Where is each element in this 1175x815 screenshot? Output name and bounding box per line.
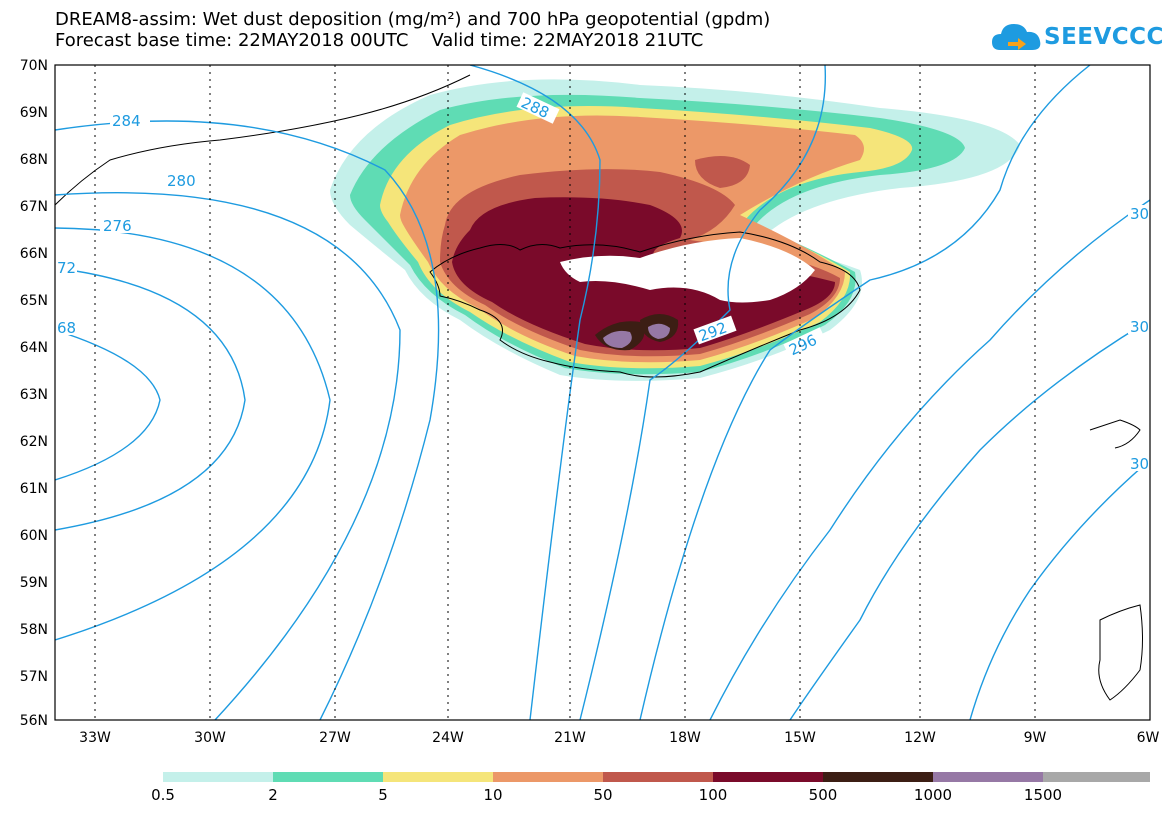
lat-label-69n: 69N xyxy=(20,105,48,121)
lat-label-61n: 61N xyxy=(20,481,48,497)
lon-label-15w: 15W xyxy=(784,730,816,746)
lon-label-27w: 27W xyxy=(319,730,351,746)
lon-label-6w: 6W xyxy=(1137,730,1160,746)
contour-280 xyxy=(55,192,401,720)
legend-label-100: 100 xyxy=(699,786,728,804)
lon-label-12w: 12W xyxy=(904,730,936,746)
geopotential-contours xyxy=(55,65,1150,720)
contour-label-268: 68 xyxy=(57,319,76,337)
contour-288 xyxy=(469,65,601,720)
lat-label-65n: 65N xyxy=(20,293,48,309)
legend-label-10: 10 xyxy=(483,786,502,804)
contour-296 xyxy=(639,65,1091,720)
deposition-1000 xyxy=(603,330,632,348)
lat-label-62n: 62N xyxy=(20,434,48,450)
logo-text: SEEVCCC xyxy=(1044,24,1164,50)
contour-300c xyxy=(969,459,1150,720)
contour-label-300b: 30 xyxy=(1130,318,1149,336)
iceland-interior-clear xyxy=(560,238,815,303)
contour-300a xyxy=(709,199,1150,720)
legend-label-5: 5 xyxy=(378,786,388,804)
lon-label-30w: 30W xyxy=(194,730,226,746)
seevccc-logo: SEEVCCC xyxy=(990,18,1163,60)
contour-label-300c: 30 xyxy=(1130,455,1149,473)
contour-276 xyxy=(55,227,331,641)
lat-label-59n: 59N xyxy=(20,575,48,591)
lon-label-33w: 33W xyxy=(79,730,111,746)
lat-label-60n: 60N xyxy=(20,528,48,544)
plot-frame xyxy=(54,64,1151,721)
longitude-labels: 33W 30W 27W 24W 21W 18W 15W 12W 9W 6W xyxy=(79,730,1159,746)
legend-label-500: 500 xyxy=(809,786,838,804)
contour-label-272: 72 xyxy=(57,259,76,277)
contour-label-276: 276 xyxy=(103,217,132,235)
lat-label-58n: 58N xyxy=(20,622,48,638)
deposition-1000b xyxy=(648,323,670,339)
legend-swatch-3 xyxy=(383,772,493,782)
contour-labels: 284 280 276 72 68 288 292 296 30 30 30 xyxy=(55,92,1150,473)
deposition-50b xyxy=(695,156,750,188)
legend-swatch-7 xyxy=(823,772,933,782)
lon-label-24w: 24W xyxy=(432,730,464,746)
contour-284 xyxy=(55,120,440,720)
iceland-coast xyxy=(429,231,861,378)
lon-label-18w: 18W xyxy=(669,730,701,746)
legend-swatch-1 xyxy=(163,772,273,782)
lat-label-63n: 63N xyxy=(20,387,48,403)
lon-label-21w: 21W xyxy=(554,730,586,746)
lon-label-9w: 9W xyxy=(1024,730,1047,746)
faroe-coast xyxy=(1089,419,1141,449)
lat-label-64n: 64N xyxy=(20,340,48,356)
lat-label-68n: 68N xyxy=(20,152,48,168)
coastlines xyxy=(55,74,1143,701)
legend-label-1000: 1000 xyxy=(914,786,952,804)
legend-label-50: 50 xyxy=(593,786,612,804)
legend-label-1500: 1500 xyxy=(1024,786,1062,804)
legend-swatch-6 xyxy=(713,772,823,782)
forecast-time-line: Forecast base time: 22MAY2018 00UTC Vali… xyxy=(55,30,704,51)
legend-labels: 0.5 2 5 10 50 100 500 1000 1500 xyxy=(151,786,1062,804)
contour-label-280: 280 xyxy=(167,172,196,190)
lat-label-67n: 67N xyxy=(20,199,48,215)
lat-label-56n: 56N xyxy=(20,713,48,729)
legend-colorbar xyxy=(163,772,1150,782)
lat-label-70n: 70N xyxy=(20,58,48,74)
legend-swatch-2 xyxy=(273,772,383,782)
contour-300b xyxy=(789,319,1150,720)
legend-label-2: 2 xyxy=(268,786,278,804)
contour-268 xyxy=(55,329,161,481)
contour-label-284: 284 xyxy=(112,112,141,130)
latitude-labels: 70N 69N 68N 67N 66N 65N 64N 63N 62N 61N … xyxy=(20,58,48,729)
chart-title: DREAM8-assim: Wet dust deposition (mg/m²… xyxy=(55,9,771,30)
dust-deposition-field xyxy=(330,79,1020,381)
lat-label-66n: 66N xyxy=(20,246,48,262)
contour-label-300a: 30 xyxy=(1130,205,1149,223)
cloud-icon xyxy=(992,24,1041,50)
lat-label-57n: 57N xyxy=(20,669,48,685)
legend-swatch-9 xyxy=(1043,772,1150,782)
legend-label-0.5: 0.5 xyxy=(151,786,175,804)
contour-272 xyxy=(55,267,246,531)
legend-swatch-8 xyxy=(933,772,1043,782)
legend-swatch-4 xyxy=(493,772,603,782)
legend-swatch-5 xyxy=(603,772,713,782)
greenland-coast xyxy=(55,74,471,206)
scotland-coast xyxy=(1098,604,1143,701)
